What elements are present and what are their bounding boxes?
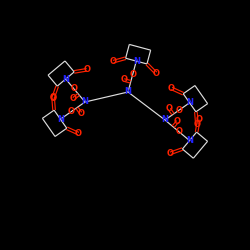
Text: O: O xyxy=(70,94,77,103)
Text: O: O xyxy=(50,94,56,103)
Text: N: N xyxy=(82,98,88,106)
Text: O: O xyxy=(120,76,128,84)
Text: O: O xyxy=(67,108,74,116)
Text: N: N xyxy=(57,115,64,124)
Text: N: N xyxy=(162,116,168,124)
Text: N: N xyxy=(133,56,140,66)
Text: O: O xyxy=(174,117,181,126)
Text: O: O xyxy=(195,115,202,124)
Text: O: O xyxy=(194,120,200,129)
Text: O: O xyxy=(176,128,183,136)
Text: O: O xyxy=(167,149,174,158)
Text: O: O xyxy=(83,65,90,74)
Text: O: O xyxy=(50,93,56,102)
Text: N: N xyxy=(186,136,193,145)
Text: N: N xyxy=(62,74,69,84)
Text: O: O xyxy=(75,129,82,138)
Text: N: N xyxy=(186,98,193,107)
Text: O: O xyxy=(152,68,160,78)
Text: O: O xyxy=(129,70,136,78)
Text: N: N xyxy=(124,88,132,96)
Text: O: O xyxy=(168,84,175,93)
Text: O: O xyxy=(70,84,77,93)
Text: O: O xyxy=(176,106,183,114)
Text: O: O xyxy=(166,104,173,114)
Text: O: O xyxy=(110,57,117,66)
Text: O: O xyxy=(77,108,84,118)
